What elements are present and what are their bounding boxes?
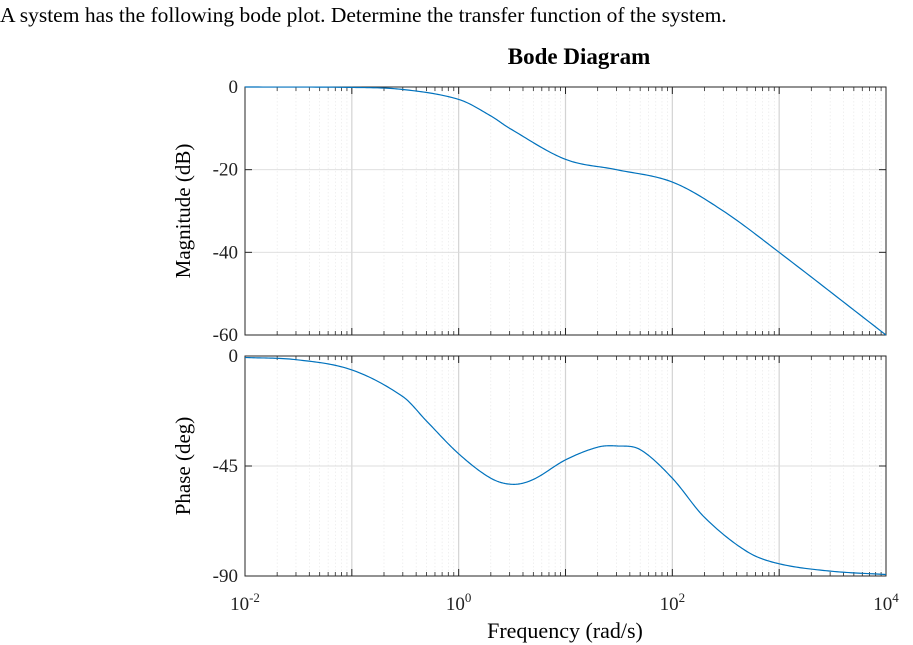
x-tick-base: 10 — [660, 594, 679, 615]
y-tick-label: -40 — [213, 242, 238, 263]
x-tick-label: 10-2 — [230, 590, 260, 615]
x-tick-exponent: -2 — [249, 590, 260, 605]
chart-title: Bode Diagram — [508, 44, 650, 69]
x-tick-labels: 10-2 100 102 104 — [230, 590, 899, 615]
magnitude-series-line — [244, 86, 887, 336]
phase-series-line — [244, 356, 887, 576]
magnitude-y-tick-labels: 0 -20 -40 -60 — [213, 77, 238, 346]
x-tick-label: 102 — [660, 590, 686, 615]
x-tick-base: 10 — [873, 594, 892, 615]
x-tick-exponent: 4 — [892, 590, 899, 605]
y-tick-label: 0 — [229, 346, 239, 367]
x-tick-base: 10 — [446, 594, 465, 615]
phase-y-axis-label: Phase (deg) — [171, 417, 195, 516]
y-tick-label: 0 — [229, 77, 239, 98]
y-tick-label: -60 — [213, 325, 238, 346]
x-tick-label: 100 — [446, 590, 472, 615]
phase-ticks — [244, 355, 887, 577]
magnitude-y-axis-label: Magnitude (dB) — [171, 144, 195, 279]
x-tick-base: 10 — [230, 594, 249, 615]
phase-grid — [245, 355, 886, 577]
x-tick-label: 104 — [873, 590, 899, 615]
y-tick-label: -45 — [213, 456, 238, 477]
x-tick-exponent: 2 — [679, 590, 686, 605]
y-tick-label: -90 — [213, 566, 238, 587]
x-axis-label: Frequency (rad/s) — [487, 618, 643, 643]
phase-y-tick-labels: 0 -45 -90 — [213, 346, 238, 587]
magnitude-grid — [245, 86, 886, 336]
x-tick-exponent: 0 — [465, 590, 472, 605]
y-tick-label: -20 — [213, 160, 238, 181]
question-text: A system has the following bode plot. De… — [0, 3, 727, 27]
